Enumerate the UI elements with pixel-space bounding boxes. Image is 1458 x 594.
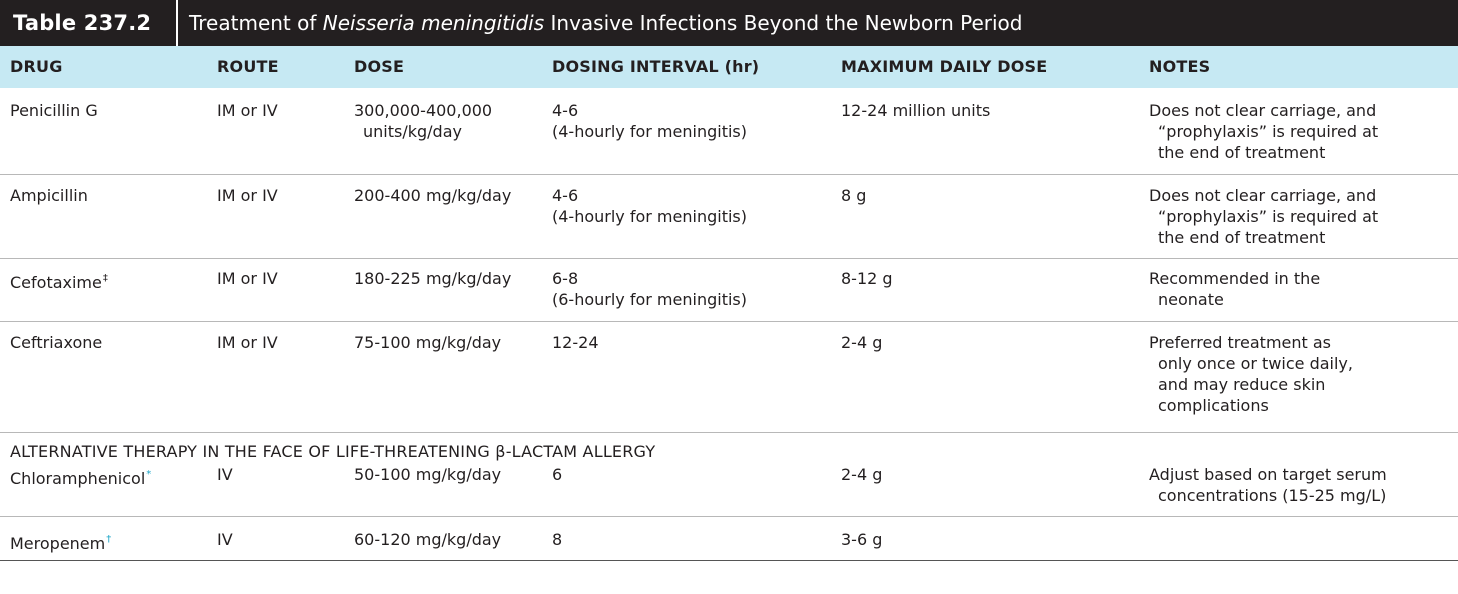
cell-route: IV bbox=[217, 465, 233, 484]
cell-notes: Does not clear carriage, and “prophylaxis… bbox=[1149, 185, 1378, 248]
column-header-notes: NOTES bbox=[1149, 57, 1211, 76]
cell-max-dose: 12-24 million units bbox=[841, 101, 991, 120]
cell-dose-line2: units/kg/day bbox=[363, 122, 462, 141]
cell-drug: Ampicillin bbox=[10, 186, 88, 205]
cell-max-dose: 8 g bbox=[841, 186, 867, 205]
row-divider bbox=[0, 321, 1458, 322]
cell-notes-line1: Adjust based on target serum bbox=[1149, 465, 1387, 484]
cell-route: IM or IV bbox=[217, 101, 278, 120]
cell-interval: 12-24 bbox=[552, 333, 599, 352]
cell-max-dose: 3-6 g bbox=[841, 530, 883, 549]
cell-route: IV bbox=[217, 530, 233, 549]
row-divider bbox=[0, 516, 1458, 517]
cell-notes: Adjust based on target serum concentratio… bbox=[1149, 464, 1387, 506]
column-header-max-dose: MAXIMUM DAILY DOSE bbox=[841, 57, 1048, 76]
cell-dose-line1: 300,000-400,000 bbox=[354, 101, 493, 120]
cell-notes-line1: Does not clear carriage, and bbox=[1149, 101, 1377, 120]
cell-notes-line2: neonate bbox=[1158, 290, 1224, 309]
title-divider bbox=[176, 0, 178, 46]
cell-interval: 4-6 (4-hourly for meningitis) bbox=[552, 100, 747, 142]
cell-drug: Cefotaxime‡ bbox=[10, 268, 108, 293]
cell-notes-line1: Does not clear carriage, and bbox=[1149, 186, 1377, 205]
cell-notes-line2: “prophylaxis” is required at bbox=[1158, 122, 1379, 141]
cell-drug: Meropenem† bbox=[10, 529, 111, 554]
cell-drug: Penicillin G bbox=[10, 101, 98, 120]
cell-drug-name: Chloramphenicol bbox=[10, 469, 146, 488]
cell-dose: 300,000-400,000 units/kg/day bbox=[354, 100, 492, 142]
cell-notes: Recommended in the neonate bbox=[1149, 268, 1320, 310]
row-divider bbox=[0, 432, 1458, 433]
cell-interval: 4-6 (4-hourly for meningitis) bbox=[552, 185, 747, 227]
cell-drug-name: Meropenem bbox=[10, 534, 106, 553]
cell-route: IM or IV bbox=[217, 186, 278, 205]
cell-notes-line4: complications bbox=[1158, 396, 1269, 415]
cell-interval: 6-8 (6-hourly for meningitis) bbox=[552, 268, 747, 310]
footnote-asterisk-icon: * bbox=[146, 469, 152, 480]
column-header-route: ROUTE bbox=[217, 57, 279, 76]
cell-interval: 6 bbox=[552, 465, 563, 484]
cell-notes: Does not clear carriage, and “prophylaxis… bbox=[1149, 100, 1378, 163]
cell-interval-line1: 6-8 bbox=[552, 269, 579, 288]
cell-interval-line1: 4-6 bbox=[552, 101, 579, 120]
cell-dose: 180-225 mg/kg/day bbox=[354, 269, 512, 288]
column-header-interval: DOSING INTERVAL (hr) bbox=[552, 57, 760, 76]
alternative-heading-suffix: -LACTAM ALLERGY bbox=[505, 442, 656, 461]
table-title: Treatment of Neisseria meningitidis Inva… bbox=[189, 0, 1023, 46]
cell-max-dose: 8-12 g bbox=[841, 269, 893, 288]
cell-interval-line1: 4-6 bbox=[552, 186, 579, 205]
cell-interval-line2: (4-hourly for meningitis) bbox=[552, 207, 747, 226]
table-bottom-rule bbox=[0, 560, 1458, 561]
cell-dose: 75-100 mg/kg/day bbox=[354, 333, 502, 352]
row-divider bbox=[0, 258, 1458, 259]
cell-max-dose: 2-4 g bbox=[841, 465, 883, 484]
cell-notes-line1: Recommended in the bbox=[1149, 269, 1321, 288]
table-title-suffix: Invasive Infections Beyond the Newborn P… bbox=[544, 11, 1023, 35]
footnote-double-dagger-icon: ‡ bbox=[102, 273, 108, 284]
cell-notes-line2: “prophylaxis” is required at bbox=[1158, 207, 1379, 226]
cell-interval-line2: (4-hourly for meningitis) bbox=[552, 122, 747, 141]
table-title-prefix: Treatment of bbox=[189, 11, 323, 35]
cell-interval-line2: (6-hourly for meningitis) bbox=[552, 290, 747, 309]
alternative-therapy-heading: ALTERNATIVE THERAPY IN THE FACE OF LIFE-… bbox=[10, 441, 655, 462]
cell-drug-name: Cefotaxime bbox=[10, 273, 102, 292]
table-header-row: DRUG ROUTE DOSE DOSING INTERVAL (hr) MAX… bbox=[0, 46, 1458, 88]
row-divider bbox=[0, 174, 1458, 175]
cell-notes-line2: only once or twice daily, bbox=[1158, 354, 1353, 373]
table-title-bar: Table 237.2 Treatment of Neisseria menin… bbox=[0, 0, 1458, 46]
cell-notes-line3: and may reduce skin bbox=[1158, 375, 1326, 394]
cell-route: IM or IV bbox=[217, 269, 278, 288]
alternative-heading-text: ALTERNATIVE THERAPY IN THE FACE OF LIFE-… bbox=[10, 442, 496, 461]
column-header-dose: DOSE bbox=[354, 57, 405, 76]
cell-dose: 200-400 mg/kg/day bbox=[354, 186, 512, 205]
cell-notes-line1: Preferred treatment as bbox=[1149, 333, 1332, 352]
cell-drug: Ceftriaxone bbox=[10, 333, 103, 352]
beta-symbol: β bbox=[495, 442, 506, 461]
cell-notes-line2: concentrations (15-25 mg/L) bbox=[1158, 486, 1387, 505]
cell-interval: 8 bbox=[552, 530, 563, 549]
cell-dose: 60-120 mg/kg/day bbox=[354, 530, 502, 549]
cell-route: IM or IV bbox=[217, 333, 278, 352]
cell-drug: Chloramphenicol* bbox=[10, 464, 151, 489]
cell-notes: Preferred treatment as only once or twice… bbox=[1149, 332, 1353, 416]
cell-notes-line3: the end of treatment bbox=[1158, 228, 1326, 247]
table-title-organism: Neisseria meningitidis bbox=[322, 11, 545, 35]
footnote-dagger-icon: † bbox=[106, 534, 112, 545]
column-header-drug: DRUG bbox=[10, 57, 63, 76]
cell-max-dose: 2-4 g bbox=[841, 333, 883, 352]
cell-dose: 50-100 mg/kg/day bbox=[354, 465, 502, 484]
table-number: Table 237.2 bbox=[13, 11, 152, 35]
cell-notes-line3: the end of treatment bbox=[1158, 143, 1326, 162]
